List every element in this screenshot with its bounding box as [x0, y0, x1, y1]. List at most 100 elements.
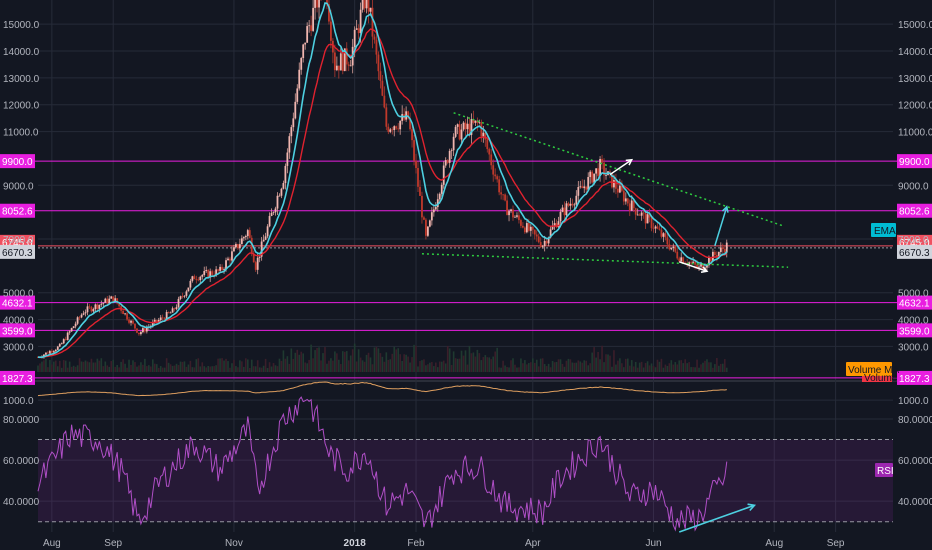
volume-bar	[456, 358, 459, 372]
candle-body	[207, 270, 210, 278]
candle-body	[357, 28, 360, 34]
candle-body	[345, 48, 348, 65]
volume-bar	[338, 359, 340, 372]
candle-body	[393, 126, 396, 131]
volume-bar	[423, 359, 425, 372]
volume-tag[interactable]: Volume	[862, 373, 898, 384]
candle-body	[520, 220, 522, 226]
candle-body	[506, 200, 508, 216]
candle-body	[177, 298, 180, 308]
arrow-annotation[interactable]	[609, 159, 633, 176]
candle-body	[454, 126, 457, 137]
volume-bar	[199, 366, 202, 372]
candle-body	[654, 226, 657, 229]
candle-body	[108, 298, 111, 304]
candle-body	[593, 173, 596, 183]
volume-bar	[223, 360, 225, 372]
candle-body	[565, 203, 568, 216]
volume-bar	[345, 351, 348, 372]
volume-bar	[288, 363, 291, 372]
volume-bar	[581, 362, 584, 372]
candle-body	[347, 64, 350, 66]
candle-body	[312, 7, 315, 31]
volume-bar	[381, 356, 384, 372]
candle-body	[692, 261, 695, 263]
volume-bar	[601, 345, 603, 372]
volume-bar	[472, 352, 475, 372]
candle-body	[421, 195, 423, 218]
volume-bar	[181, 361, 184, 372]
volume-bar	[549, 367, 552, 372]
volume-bar	[431, 362, 433, 372]
candle-body	[579, 186, 582, 188]
volume-bar	[702, 362, 704, 372]
volume-bar	[524, 360, 526, 372]
volume-bar	[132, 360, 134, 372]
volume-bar	[312, 358, 314, 372]
ema-slow-line[interactable]	[38, 28, 728, 358]
volume-bar	[468, 345, 471, 372]
candle-body	[94, 304, 97, 310]
volume-bar	[597, 352, 599, 372]
horizontal-levels: 9900.0 9900.0 8052.6 8052.6 4632.1 4632.1 3599…	[0, 154, 932, 385]
volume-bar	[106, 365, 109, 372]
candle-body	[500, 192, 503, 195]
volume-ma-label: Volume MA	[848, 365, 899, 376]
rsi-tick-left: 40.0000	[3, 497, 40, 508]
candle-body	[64, 339, 67, 340]
volume-bar	[684, 359, 686, 372]
volume-bar	[648, 365, 651, 372]
arrow-annotation[interactable]	[679, 261, 708, 272]
candle-body	[185, 291, 188, 296]
rsi-arrow[interactable]	[678, 504, 755, 533]
volume-bar	[373, 347, 376, 372]
ema-fast-line[interactable]	[38, 2, 728, 358]
volume-bar	[577, 360, 580, 372]
volume-bar	[332, 360, 334, 372]
candle-body	[660, 229, 663, 237]
volume-bar	[375, 346, 378, 372]
volume-bar	[56, 366, 59, 372]
candle-body	[167, 312, 170, 313]
trendline[interactable]	[421, 253, 789, 268]
volume-bar	[700, 364, 702, 372]
volume-bar	[502, 360, 504, 372]
volume-bar	[680, 360, 683, 372]
volume-bar	[304, 362, 306, 372]
level-box	[897, 323, 932, 338]
volume-bar	[245, 358, 247, 372]
candle-body	[591, 171, 594, 183]
candle-body	[302, 44, 305, 59]
candle-body	[545, 240, 548, 244]
volume-bar	[654, 367, 657, 372]
candle-body	[379, 71, 382, 81]
candle-body	[456, 124, 459, 127]
annotations	[421, 112, 789, 274]
volume-bar	[177, 365, 180, 372]
volume-bar	[159, 366, 162, 372]
candle-body	[193, 276, 196, 280]
volume-bar	[298, 354, 301, 372]
rsi-tag[interactable]: RSI	[875, 463, 894, 477]
ema-tag[interactable]: EMA	[871, 223, 896, 237]
volume-bar	[171, 365, 174, 372]
candle-body	[270, 212, 273, 217]
candle-body	[254, 262, 257, 270]
volume-bar	[411, 357, 413, 372]
volume-bar	[169, 364, 172, 372]
volume-bar	[173, 365, 176, 372]
volume-bar	[403, 354, 405, 372]
volume-bar	[128, 359, 130, 372]
candle-body	[52, 351, 55, 353]
volume-ma-tag[interactable]: Volume MA	[846, 362, 899, 376]
volume-bar	[134, 362, 136, 372]
volume-bar	[68, 361, 71, 372]
candle-body	[702, 264, 704, 270]
rsi-line[interactable]	[37, 396, 728, 532]
arrow-annotation[interactable]	[714, 206, 728, 246]
candle-body	[514, 216, 516, 218]
volume-bar	[161, 367, 164, 372]
candle-body	[375, 39, 378, 55]
candle-body	[690, 262, 693, 264]
